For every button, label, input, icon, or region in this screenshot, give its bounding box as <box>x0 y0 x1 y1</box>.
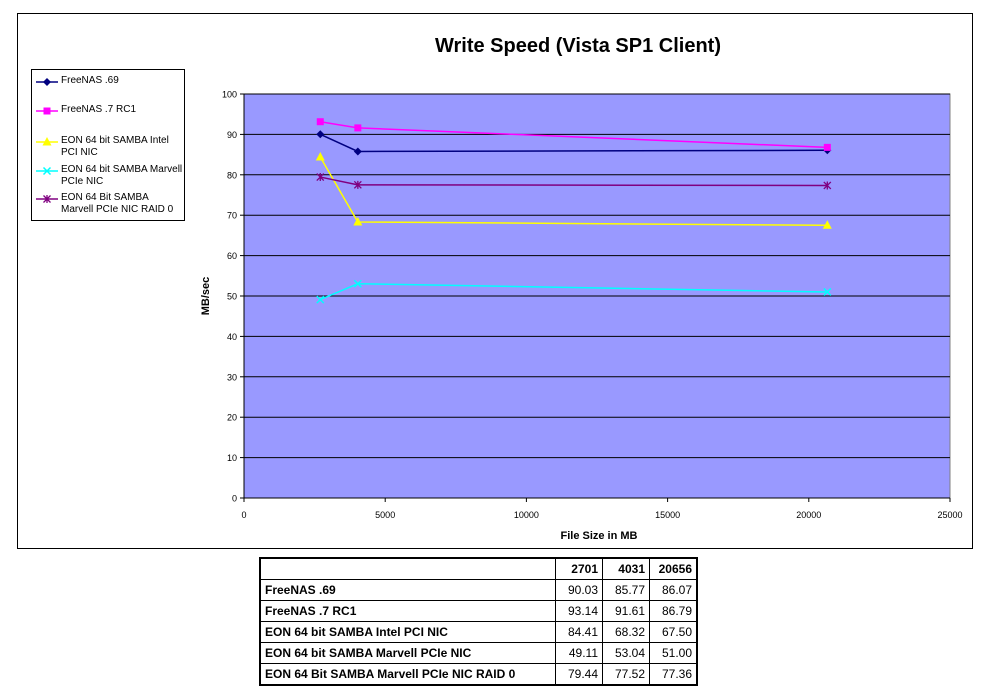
y-tick-label: 80 <box>227 170 237 180</box>
legend-swatch-icon <box>36 195 58 203</box>
table-cell: 68.32 <box>602 621 650 643</box>
legend-marker <box>42 137 52 146</box>
data-point <box>354 124 362 132</box>
table-cell: 77.36 <box>649 663 698 686</box>
x-tick-label: 5000 <box>375 510 395 520</box>
legend-swatch-icon <box>36 107 58 115</box>
y-tick-label: 70 <box>227 211 237 221</box>
legend-label: EON 64 bit SAMBA Intel PCI NIC <box>61 135 169 158</box>
data-point <box>822 220 832 229</box>
data-table: 2701 4031 20656 FreeNAS .69 90.03 85.77 … <box>259 557 698 686</box>
y-tick-label: 0 <box>232 494 237 504</box>
table-row-name: EON 64 Bit SAMBA Marvell PCIe NIC RAID 0 <box>259 663 556 686</box>
data-point <box>316 173 325 182</box>
table-cell: 79.44 <box>555 663 603 686</box>
data-point <box>823 181 832 190</box>
y-tick-label: 10 <box>227 453 237 463</box>
x-tick-label: 0 <box>241 510 246 520</box>
data-point <box>315 151 325 161</box>
table-cell: 93.14 <box>555 600 603 622</box>
table-row: EON 64 Bit SAMBA Marvell PCIe NIC RAID 0… <box>259 663 698 686</box>
legend-label: FreeNAS .69 <box>61 75 119 86</box>
legend-swatch-icon <box>36 166 58 176</box>
chart-title: Write Speed (Vista SP1 Client) <box>435 35 721 57</box>
y-tick-label: 20 <box>227 413 237 423</box>
table-header-cell: 2701 <box>555 557 603 580</box>
table-cell: 51.00 <box>649 642 698 664</box>
legend-label: FreeNAS .7 RC1 <box>61 104 137 115</box>
legend-label: EON 64 bit SAMBA Marvell PCIe NIC <box>61 164 183 187</box>
legend-swatch-icon <box>36 137 58 146</box>
table-header-cell <box>259 557 556 580</box>
table-cell: 86.79 <box>649 600 698 622</box>
legend-marker <box>43 107 51 115</box>
legend: FreeNAS .69 FreeNAS .7 RC1 EON 64 bit SA… <box>31 69 185 221</box>
x-tick-label: 15000 <box>655 510 680 520</box>
table-cell: 90.03 <box>555 579 603 601</box>
data-point <box>353 147 362 156</box>
table-cell: 91.61 <box>602 600 650 622</box>
table-row-name: FreeNAS .7 RC1 <box>259 600 556 622</box>
data-point <box>823 143 831 151</box>
data-point <box>353 180 362 189</box>
legend-marker <box>43 78 51 86</box>
table-cell: 84.41 <box>555 621 603 643</box>
data-point <box>353 216 363 226</box>
data-point <box>823 287 832 296</box>
table-cell: 86.07 <box>649 579 698 601</box>
table-cell: 67.50 <box>649 621 698 643</box>
data-point <box>316 118 324 126</box>
table-cell: 53.04 <box>602 642 650 664</box>
x-tick-label: 20000 <box>796 510 821 520</box>
chart-frame: Write Speed (Vista SP1 Client) 0 10 20 30 40 5… <box>17 13 973 549</box>
y-tick-label: 30 <box>227 372 237 382</box>
table-header-cell: 4031 <box>602 557 650 580</box>
table-header-row: 2701 4031 20656 <box>259 557 698 580</box>
table-row: EON 64 bit SAMBA Marvell PCIe NIC 49.11 … <box>259 642 698 664</box>
y-tick-label: 60 <box>227 251 237 261</box>
table-cell: 77.52 <box>602 663 650 686</box>
legend-marker <box>42 166 52 176</box>
table-row: FreeNAS .7 RC1 93.14 91.61 86.79 <box>259 600 698 622</box>
y-tick-label: 90 <box>227 130 237 140</box>
y-tick-label: 40 <box>227 332 237 342</box>
data-point <box>316 130 325 139</box>
table-row: FreeNAS .69 90.03 85.77 86.07 <box>259 579 698 601</box>
x-tick-label: 25000 <box>937 510 962 520</box>
chart-svg: Write Speed (Vista SP1 Client) 0 10 20 30 40 5… <box>200 35 963 542</box>
data-point <box>316 295 325 304</box>
legend-marker <box>43 195 51 203</box>
x-tick-label: 10000 <box>514 510 539 520</box>
table-header-cell: 20656 <box>649 557 698 580</box>
legend-swatch-icon <box>36 78 58 86</box>
data-point <box>353 279 362 288</box>
legend-label: EON 64 Bit SAMBA Marvell PCIe NIC RAID 0 <box>61 192 174 215</box>
table-row-name: EON 64 bit SAMBA Marvell PCIe NIC <box>259 642 556 664</box>
x-axis-label: File Size in MB <box>560 530 637 542</box>
table-row-name: EON 64 bit SAMBA Intel PCI NIC <box>259 621 556 643</box>
table-row-name: FreeNAS .69 <box>259 579 556 601</box>
y-tick-label: 50 <box>227 292 237 302</box>
y-axis-label: MB/sec <box>200 277 212 316</box>
table-cell: 49.11 <box>555 642 603 664</box>
y-tick-label: 100 <box>222 90 237 100</box>
table-cell: 85.77 <box>602 579 650 601</box>
table-row: EON 64 bit SAMBA Intel PCI NIC 84.41 68.… <box>259 621 698 643</box>
